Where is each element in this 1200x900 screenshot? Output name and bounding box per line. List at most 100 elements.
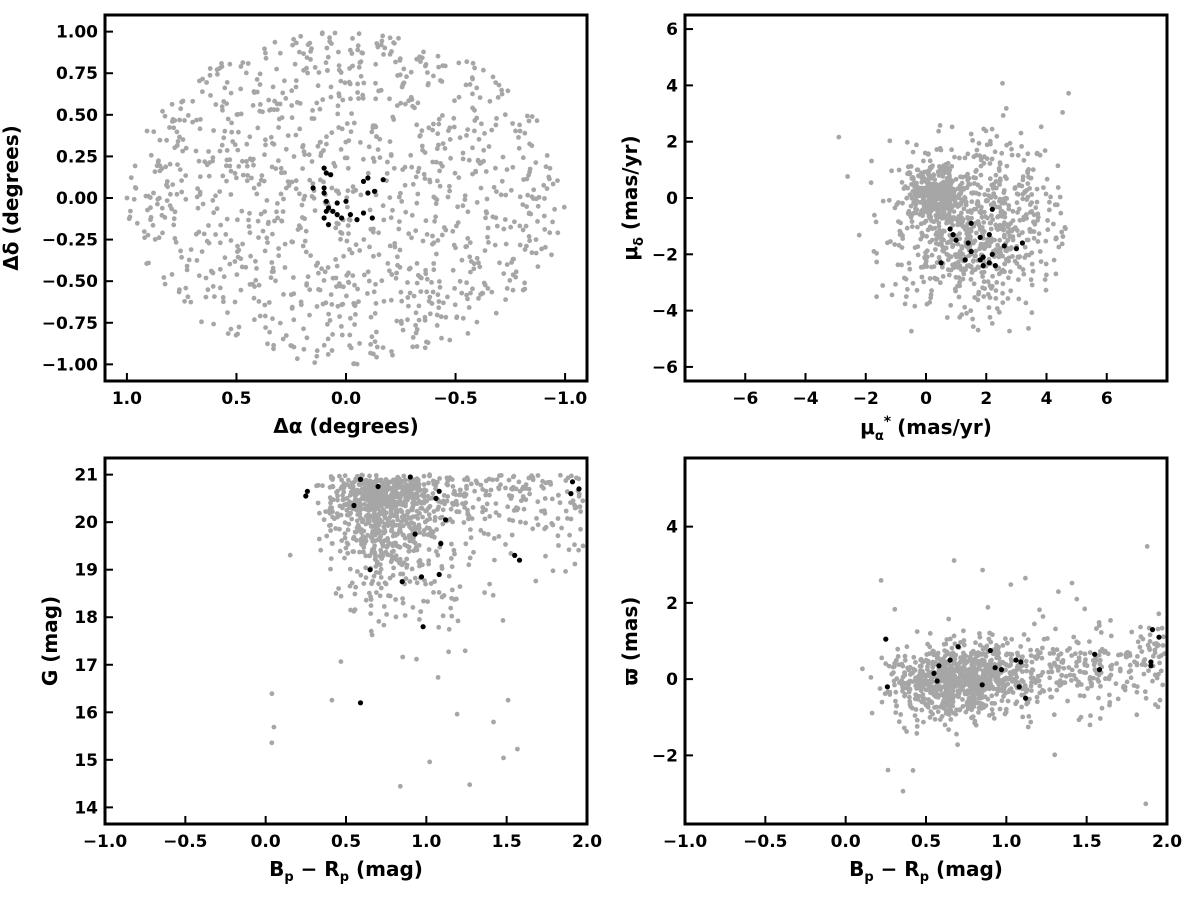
field-star-point — [477, 161, 483, 166]
field-star-point — [439, 566, 445, 571]
field-star-point — [1003, 106, 1009, 111]
field-star-point — [972, 720, 977, 726]
field-star-point — [1157, 660, 1162, 666]
field-star-point — [421, 532, 427, 537]
field-star-point — [1044, 272, 1049, 278]
field-star-point — [402, 535, 408, 541]
field-star-point — [157, 137, 163, 143]
field-star-point — [217, 285, 223, 291]
field-star-point — [529, 250, 535, 256]
field-star-point — [411, 539, 416, 544]
field-star-point — [531, 196, 536, 202]
field-star-point — [526, 118, 532, 124]
field-star-point — [438, 314, 444, 320]
member-star-point — [339, 215, 345, 221]
field-star-point — [250, 281, 256, 287]
field-star-point — [929, 252, 935, 258]
field-star-point — [206, 149, 212, 154]
field-star-point — [270, 140, 275, 146]
field-star-point — [923, 702, 929, 708]
field-star-point — [991, 647, 997, 652]
field-star-point — [941, 163, 946, 169]
field-star-point — [447, 125, 453, 131]
field-star-point — [457, 584, 463, 589]
field-star-point — [413, 322, 418, 328]
field-star-point — [248, 253, 254, 259]
field-star-point — [376, 230, 381, 236]
field-star-point — [940, 200, 946, 205]
field-star-point — [419, 143, 425, 149]
field-star-point — [434, 146, 440, 152]
field-star-point — [407, 290, 413, 296]
field-star-point — [464, 59, 470, 65]
field-star-point — [494, 189, 499, 195]
field-star-point — [238, 64, 244, 69]
field-star-point — [247, 230, 253, 236]
field-star-point — [907, 664, 913, 670]
field-star-point — [496, 513, 502, 518]
field-star-point — [320, 97, 326, 103]
field-star-point — [293, 84, 299, 90]
field-star-point — [941, 181, 946, 187]
field-star-point — [517, 242, 523, 248]
field-star-point — [365, 498, 371, 503]
field-star-point — [185, 113, 191, 118]
panel-cmd-g-frame — [103, 456, 589, 826]
field-star-point — [978, 172, 984, 178]
field-star-point — [1007, 233, 1013, 239]
field-star-point — [1014, 674, 1020, 680]
field-star-point — [397, 219, 402, 225]
field-star-point — [510, 287, 516, 293]
member-star-point — [934, 678, 940, 684]
field-star-point — [315, 482, 321, 488]
field-star-point — [896, 662, 902, 668]
field-star-point — [945, 267, 951, 273]
field-star-point — [957, 215, 963, 220]
x-tick-label: −6 — [732, 389, 758, 409]
field-star-point — [899, 180, 905, 185]
x-tick-label: −1.0 — [83, 832, 128, 852]
member-star-point — [1148, 659, 1154, 665]
field-star-point — [1047, 199, 1052, 205]
field-star-point — [417, 488, 422, 493]
field-star-point — [401, 560, 407, 566]
field-star-point — [410, 503, 416, 509]
field-star-point — [345, 165, 351, 171]
member-star-point — [436, 571, 442, 578]
field-star-point — [327, 39, 333, 44]
field-star-point — [368, 603, 374, 608]
field-star-point — [490, 214, 496, 220]
field-star-point — [348, 489, 354, 495]
field-star-point — [474, 85, 480, 91]
field-star-point — [1129, 629, 1135, 635]
field-star-point — [518, 498, 524, 504]
field-star-point — [326, 311, 331, 317]
field-star-point — [1022, 189, 1028, 195]
field-star-point — [962, 304, 968, 310]
field-star-point — [355, 81, 360, 87]
member-star-point — [1092, 651, 1098, 657]
field-star-point — [968, 208, 973, 214]
field-star-point — [845, 174, 850, 179]
field-star-point — [228, 238, 234, 243]
field-star-point — [447, 337, 453, 343]
field-star-point — [400, 491, 406, 497]
field-star-point — [973, 152, 979, 158]
field-star-point — [369, 504, 375, 509]
field-star-point — [496, 534, 502, 539]
field-star-point — [900, 200, 905, 206]
field-star-point — [449, 587, 455, 593]
field-star-point — [323, 509, 328, 514]
field-star-point — [1027, 186, 1032, 191]
field-star-point — [293, 40, 299, 46]
member-star-point — [369, 215, 375, 221]
field-star-point — [348, 315, 353, 321]
field-star-point — [880, 198, 886, 204]
field-star-point — [934, 188, 940, 194]
field-star-point — [477, 95, 483, 100]
member-star-point — [310, 185, 316, 191]
field-star-point — [1015, 192, 1021, 197]
field-star-point — [134, 220, 140, 226]
field-star-point — [328, 84, 334, 90]
field-star-point — [1025, 724, 1031, 730]
